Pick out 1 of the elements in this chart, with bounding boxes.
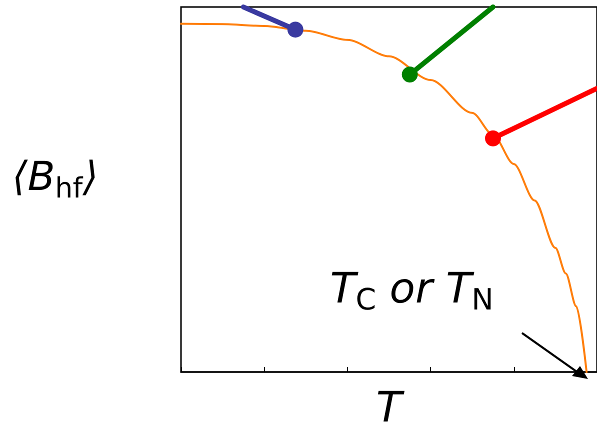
x-axis-title: T xyxy=(376,382,406,432)
